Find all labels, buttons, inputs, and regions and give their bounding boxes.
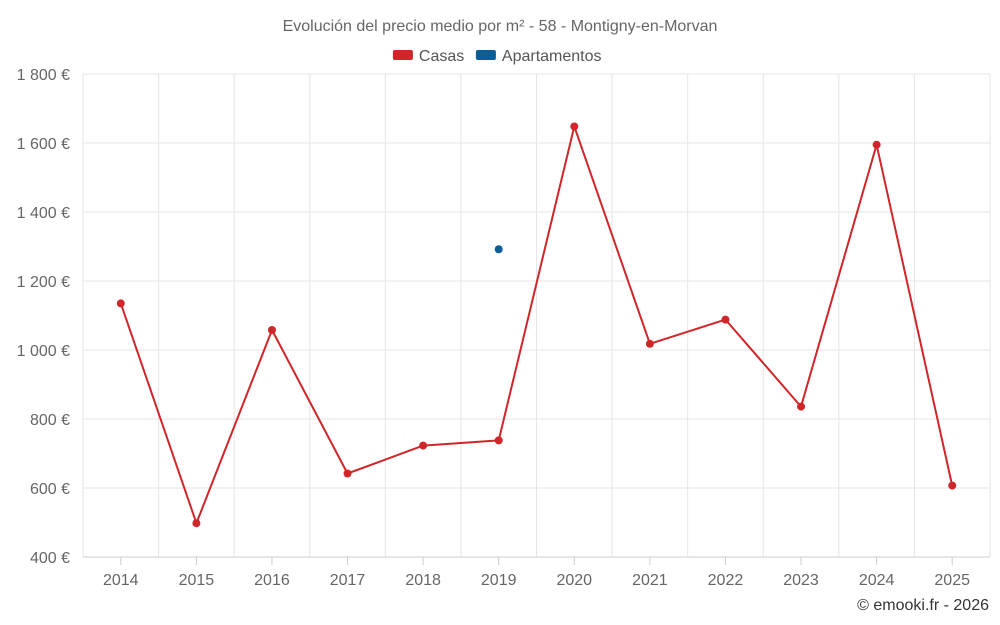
y-tick-label: 1 000 € [17, 343, 70, 360]
data-point-casas-2016 [267, 325, 276, 334]
y-tick-label: 1 800 € [17, 67, 70, 84]
data-point-casas-2017 [343, 469, 352, 478]
series-line-casas [119, 125, 954, 525]
x-tick-label: 2022 [708, 572, 744, 589]
x-tick-label: 2021 [632, 572, 668, 589]
data-point-casas-2018 [419, 441, 428, 450]
data-point-casas-2022 [721, 315, 730, 324]
data-point-casas-2024 [872, 140, 881, 149]
data-point-casas-2025 [948, 481, 957, 490]
y-tick-label: 1 400 € [17, 205, 70, 222]
y-tick-label: 1 200 € [17, 274, 70, 291]
x-tick-label: 2017 [330, 572, 366, 589]
data-point-casas-2019 [494, 436, 503, 445]
y-tick-label: 800 € [30, 412, 70, 429]
legend-swatch-casas [392, 50, 413, 60]
grid [82, 73, 991, 557]
legend-label-apartamentos: Apartamentos [502, 48, 602, 65]
legend-label-casas: Casas [419, 48, 464, 65]
y-tick-label: 600 € [30, 481, 70, 498]
credit-text: © emooki.fr - 2026 [857, 597, 989, 614]
data-point-casas-2015 [192, 519, 201, 528]
data-point-casas-2020 [570, 122, 579, 131]
x-tick-label: 2025 [934, 572, 970, 589]
x-tick-label: 2018 [405, 572, 441, 589]
x-tick-label: 2019 [481, 572, 517, 589]
legend: Casas Apartamentos [392, 48, 602, 65]
x-tick-label: 2015 [179, 572, 215, 589]
legend-swatch-apartamentos [475, 50, 496, 60]
y-tick-label: 1 600 € [17, 136, 70, 153]
data-point-casas-2023 [797, 402, 806, 411]
x-tick-label: 2023 [783, 572, 819, 589]
data-point-apartamentos-2019 [494, 245, 503, 254]
data-point-casas-2014 [116, 299, 125, 308]
data-point-casas-2021 [645, 339, 654, 348]
x-tick-label: 2016 [254, 572, 290, 589]
chart-title: Evolución del precio medio por m² - 58 -… [283, 18, 718, 35]
x-tick-label: 2024 [859, 572, 895, 589]
axes: 400 € 600 € 800 € 1 000 € 1 200 € 1 400 € 1 60… [17, 67, 990, 589]
y-tick-label: 400 € [30, 550, 70, 567]
series-layer [116, 122, 957, 528]
x-tick-label: 2014 [103, 572, 139, 589]
x-tick-label: 2020 [556, 572, 592, 589]
